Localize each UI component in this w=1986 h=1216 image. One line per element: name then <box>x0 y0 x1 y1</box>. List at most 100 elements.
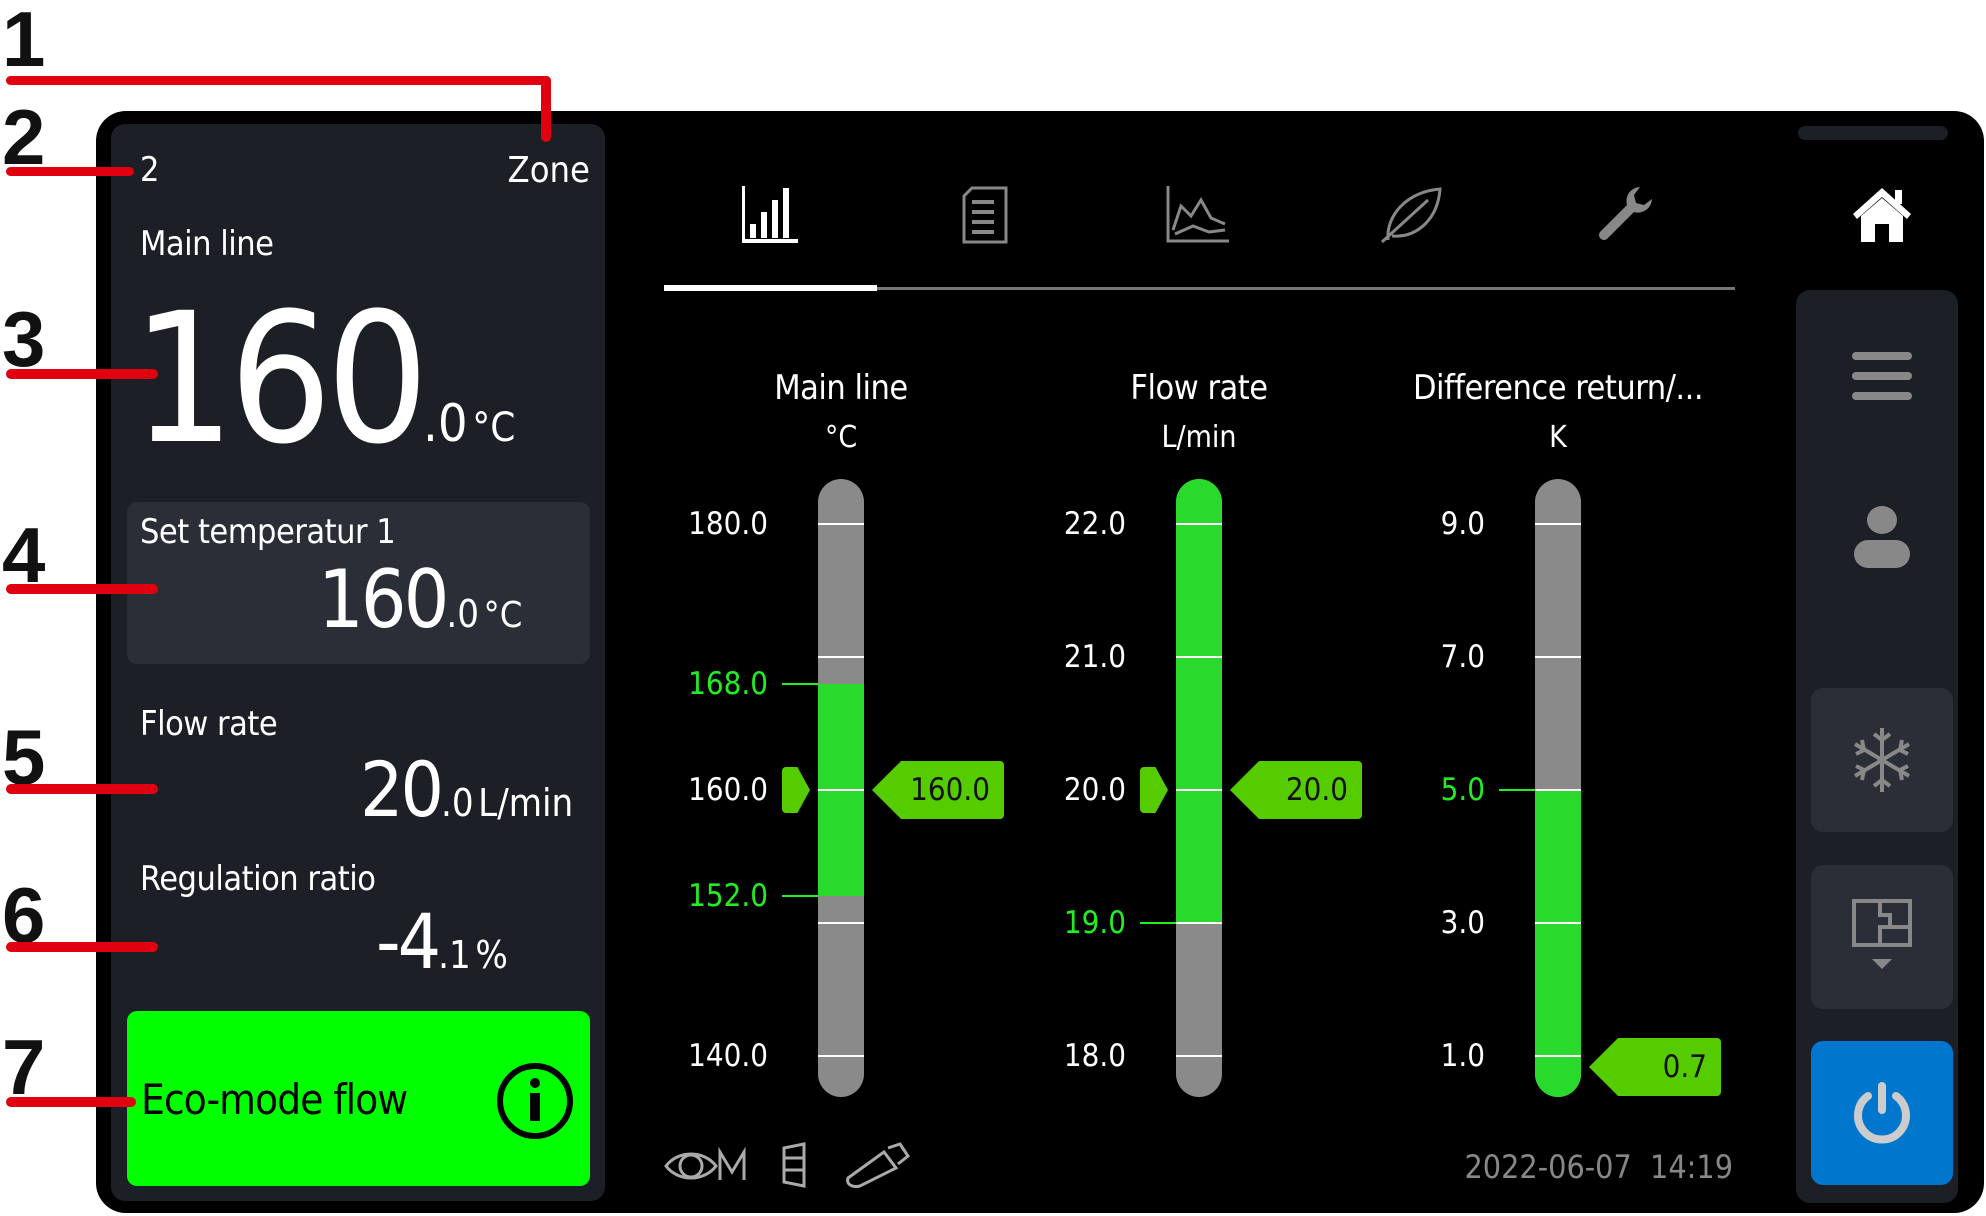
regulation-ratio-dec: .1 <box>438 933 471 977</box>
callout-line-1 <box>6 76 551 85</box>
flow-rate-dec: .0 <box>440 781 474 825</box>
callout-line-2 <box>6 167 134 176</box>
gauge-tick-label: 160.0 <box>688 772 768 808</box>
zone-number: 2 <box>140 150 160 190</box>
gauge-green-range <box>1535 790 1581 1097</box>
flow-rate-unit: L/min <box>478 781 574 825</box>
callout-line-5 <box>6 784 158 794</box>
main-line-dec: .0 <box>423 394 468 454</box>
gauge-tick-label: 5.0 <box>1440 772 1485 808</box>
main-line-int: 160 <box>132 275 429 484</box>
eco-mode-label: Eco-mode flow <box>141 1075 408 1124</box>
sidebar-top-strip <box>1798 126 1948 140</box>
tab-document-list[interactable] <box>945 180 1025 250</box>
gauge-tick-label: 1.0 <box>1440 1038 1485 1074</box>
gauge-tick <box>818 656 864 658</box>
value-flag-label: 20.0 <box>1285 772 1348 808</box>
gauge-tick <box>1176 1055 1222 1057</box>
tab-bar-chart[interactable] <box>730 180 810 250</box>
callout-1: 1 <box>2 0 46 83</box>
tab-line-chart[interactable] <box>1158 180 1238 250</box>
gauge-tick-label: 140.0 <box>688 1038 768 1074</box>
callout-line-3 <box>6 369 158 379</box>
callout-7: 7 <box>2 1023 46 1111</box>
info-icon[interactable] <box>495 1061 575 1141</box>
gauge-tick <box>1176 789 1222 791</box>
gauge-limit-line <box>1140 922 1176 924</box>
user-button[interactable] <box>1852 502 1912 572</box>
snowflake-icon <box>1853 728 1911 792</box>
user-icon <box>1854 506 1910 568</box>
flow-rate-label: Flow rate <box>140 704 278 744</box>
gauge-tick-label: 168.0 <box>688 665 768 702</box>
cooling-button[interactable] <box>1811 688 1953 832</box>
gauge-title: Difference return/... <box>1412 368 1704 408</box>
gauge-tick-label: 19.0 <box>1063 905 1126 941</box>
gauge-green-range <box>1176 479 1222 923</box>
gauge-unit: °C <box>824 420 858 455</box>
gauge-tick <box>1535 789 1581 791</box>
power-button[interactable] <box>1811 1041 1953 1185</box>
leaf-icon <box>1380 187 1442 244</box>
gauge-limit-line <box>782 895 818 898</box>
gauge-tick <box>1535 656 1581 658</box>
value-flag <box>872 761 1004 819</box>
regulation-ratio-label: Regulation ratio <box>140 859 376 899</box>
gauge-unit: K <box>1549 420 1567 455</box>
tab-active-indicator <box>664 285 877 291</box>
gauge-tick <box>818 1055 864 1057</box>
callout-line-4 <box>6 584 158 594</box>
document-list-icon <box>962 186 1008 244</box>
gauge-bar-track <box>818 479 864 1097</box>
bar-chart-icon <box>742 186 798 243</box>
gauge-tick-label: 21.0 <box>1063 639 1126 675</box>
gauge-tick-label: 7.0 <box>1440 639 1485 675</box>
callout-line-1-drop <box>541 76 551 142</box>
regulation-ratio-unit: % <box>475 933 508 977</box>
gauge-tick <box>1176 523 1222 525</box>
gauge-tick <box>1535 1055 1581 1057</box>
line-chart-icon <box>1166 186 1229 243</box>
callout-4: 4 <box>2 511 46 599</box>
gauge-tick <box>818 523 864 525</box>
flow-rate-value: 20.0 L/min <box>360 752 573 828</box>
regulation-ratio-int: -4 <box>376 897 441 986</box>
setpoint-box[interactable] <box>127 502 590 664</box>
floorplan-icon <box>1852 899 1912 969</box>
usb-stick-icon <box>846 1142 910 1188</box>
gauge-tick-label: 9.0 <box>1440 506 1485 542</box>
menu-icon <box>1852 352 1912 400</box>
tab-divider <box>664 287 1735 290</box>
gauge-tick-label: 3.0 <box>1440 905 1485 941</box>
setpoint-int: 160 <box>318 553 449 646</box>
gauge-tick-label: 180.0 <box>688 506 768 542</box>
setpoint-dec: .0 <box>446 592 479 636</box>
callout-3: 3 <box>2 295 46 383</box>
home-button[interactable] <box>1842 180 1922 250</box>
value-flag-label: 160.0 <box>910 772 990 808</box>
callout-line-6 <box>6 942 158 952</box>
gauge-tick <box>1176 656 1222 658</box>
callout-5: 5 <box>2 713 46 801</box>
tab-eco[interactable] <box>1371 180 1451 250</box>
gauge-tick-label: 22.0 <box>1063 506 1126 542</box>
gauge-title: Flow rate <box>1130 368 1268 408</box>
menu-button[interactable] <box>1852 348 1912 404</box>
callout-2: 2 <box>2 93 46 181</box>
main-line-label: Main line <box>140 224 274 264</box>
battery-icon <box>782 1142 806 1188</box>
callout-6: 6 <box>2 871 46 959</box>
gauge-tick <box>1535 922 1581 924</box>
value-flag-label: 0.7 <box>1662 1049 1707 1085</box>
regulation-ratio-value: -4.1 % <box>376 904 508 980</box>
gauge-bar-track <box>1535 479 1581 1097</box>
gauge-tick <box>1176 922 1222 924</box>
gauge-tick <box>1535 523 1581 525</box>
callout-line-7 <box>6 1097 136 1107</box>
eco-mode-button[interactable]: Eco-mode flow <box>127 1011 590 1186</box>
gauge-tick-label: 20.0 <box>1063 772 1126 808</box>
floorplan-button[interactable] <box>1811 865 1953 1009</box>
zone-label: Zone <box>507 150 590 191</box>
tab-service[interactable] <box>1586 180 1666 250</box>
home-icon <box>1853 188 1911 242</box>
